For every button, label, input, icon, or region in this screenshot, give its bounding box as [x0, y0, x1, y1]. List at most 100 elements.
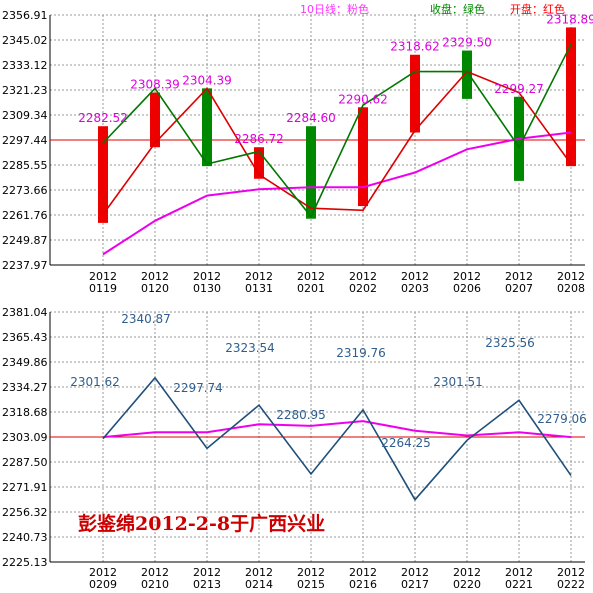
- bottom-x-tick-label: 0214: [245, 578, 273, 591]
- bottom-y-tick-label: 2381.04: [2, 306, 48, 319]
- top-y-tick-label: 2285.55: [2, 159, 48, 172]
- bottom-x-tick-label: 2012: [401, 566, 429, 579]
- bottom-x-tick-label: 2012: [349, 566, 377, 579]
- top-x-tick-label: 2012: [349, 270, 377, 283]
- top-data-label: 2290.62: [338, 92, 388, 106]
- up-bar: [98, 126, 108, 223]
- top-y-tick-label: 2273.66: [2, 184, 48, 197]
- bottom-y-tick-label: 2240.73: [2, 531, 48, 544]
- bottom-x-tick-label: 2012: [453, 566, 481, 579]
- bottom-x-tick-label: 0213: [193, 578, 221, 591]
- top-data-label: 2329.50: [442, 36, 492, 50]
- bottom-ma-line: [102, 420, 572, 439]
- bottom-y-tick-label: 2256.32: [2, 506, 48, 519]
- bottom-x-tick-label: 0215: [297, 578, 325, 591]
- bottom-x-tick-label: 2012: [297, 566, 325, 579]
- top-data-label: 2284.60: [286, 111, 336, 125]
- bottom-y-tick-label: 2287.50: [2, 456, 48, 469]
- bottom-x-tick-label: 0209: [89, 578, 117, 591]
- bottom-chart-lines: [102, 376, 572, 502]
- top-data-label: 2318.62: [390, 40, 440, 54]
- top-data-label: 2318.89: [546, 12, 593, 26]
- top-x-tick-label: 0201: [297, 282, 325, 295]
- top-y-tick-label: 2321.23: [2, 84, 48, 97]
- bottom-x-tick-label: 0210: [141, 578, 169, 591]
- legend-open: 开盘：红色: [510, 2, 565, 16]
- bottom-x-tick-label: 0217: [401, 578, 429, 591]
- ma10-line: [102, 131, 572, 256]
- bottom-x-tick-label: 0216: [349, 578, 377, 591]
- top-data-label: 2304.39: [182, 73, 232, 87]
- top-x-tick-label: 2012: [505, 270, 533, 283]
- bottom-x-tick-label: 0221: [505, 578, 533, 591]
- top-x-tick-label: 2012: [193, 270, 221, 283]
- down-bar: [306, 126, 316, 219]
- bottom-x-tick-label: 2012: [245, 566, 273, 579]
- up-bar: [254, 147, 264, 179]
- down-bar: [202, 88, 212, 167]
- top-chart-grid: [49, 14, 585, 266]
- bottom-x-tick-label: 0220: [453, 578, 481, 591]
- up-bar: [150, 92, 160, 148]
- legend-ma10: 10日线：粉色: [300, 2, 369, 16]
- bottom-y-axis-ticks: 2381.04 2365.43 2349.86 2334.27 2318.68 2303.…: [2, 306, 48, 569]
- bottom-data-label: 2319.76: [336, 346, 386, 360]
- top-x-tick-label: 2012: [401, 270, 429, 283]
- top-y-tick-label: 2345.02: [2, 34, 48, 47]
- top-x-tick-label: 2012: [245, 270, 273, 283]
- top-x-tick-label: 0203: [401, 282, 429, 295]
- open-line: [102, 70, 572, 215]
- bottom-data-label: 2340.87: [121, 312, 171, 326]
- top-x-tick-label: 0119: [89, 282, 117, 295]
- top-y-axis-ticks: 2356.91 2345.02 2333.12 2321.23 2309.34 2297.…: [2, 9, 48, 272]
- bottom-x-tick-label: 2012: [89, 566, 117, 579]
- up-bar: [358, 107, 368, 207]
- top-y-tick-label: 2309.34: [2, 109, 48, 122]
- up-bar: [566, 27, 576, 167]
- top-y-tick-label: 2261.76: [2, 209, 48, 222]
- bottom-x-tick-label: 2012: [141, 566, 169, 579]
- top-y-tick-label: 2356.91: [2, 9, 48, 22]
- watermark-text: 彭鉴绵2012-2-8于广西兴业: [78, 512, 325, 535]
- top-x-tick-label: 0131: [245, 282, 273, 295]
- bottom-x-tick-label: 2012: [557, 566, 585, 579]
- top-x-tick-label: 0120: [141, 282, 169, 295]
- top-x-tick-label: 2012: [557, 270, 585, 283]
- down-bar: [462, 50, 472, 99]
- top-x-axis-ticks: 2012011920120120201201302012013120120201…: [89, 270, 585, 295]
- top-y-tick-label: 2237.97: [2, 259, 48, 272]
- bottom-data-label: 2301.51: [433, 375, 483, 389]
- bottom-data-label: 2301.62: [70, 375, 120, 389]
- top-data-label: 2286.72: [234, 132, 284, 146]
- top-data-label: 2299.27: [494, 82, 544, 96]
- top-x-tick-label: 0202: [349, 282, 377, 295]
- bottom-y-tick-label: 2303.09: [2, 431, 48, 444]
- bottom-data-label: 2325.56: [485, 336, 535, 350]
- top-x-tick-label: 0208: [557, 282, 585, 295]
- bottom-x-axis-ticks: 2012020920120210201202132012021420120215…: [89, 566, 585, 591]
- legend-close: 收盘：绿色: [430, 2, 485, 16]
- top-chart-lines: [102, 43, 572, 256]
- top-x-tick-label: 0130: [193, 282, 221, 295]
- bottom-data-label: 2264.25: [381, 436, 431, 450]
- bottom-chart-grid: [49, 311, 585, 563]
- bottom-data-label: 2280.95: [276, 408, 326, 422]
- top-x-tick-label: 2012: [453, 270, 481, 283]
- bottom-data-label: 2323.54: [225, 341, 275, 355]
- top-y-tick-label: 2249.87: [2, 234, 48, 247]
- bottom-x-tick-label: 2012: [193, 566, 221, 579]
- bottom-price-line: [102, 376, 572, 502]
- top-x-tick-label: 2012: [89, 270, 117, 283]
- top-x-tick-label: 0207: [505, 282, 533, 295]
- bottom-data-label: 2297.74: [173, 381, 223, 395]
- bottom-data-label: 2279.06: [537, 412, 587, 426]
- bottom-y-tick-label: 2334.27: [2, 381, 48, 394]
- bottom-data-labels: 2301.62 2340.87 2297.74 2323.54 2280.95 2319.…: [70, 312, 587, 450]
- top-data-label: 2308.39: [130, 78, 180, 92]
- bottom-x-tick-label: 2012: [505, 566, 533, 579]
- top-y-tick-label: 2297.44: [2, 134, 48, 147]
- bottom-x-tick-label: 0222: [557, 578, 585, 591]
- up-bar: [410, 54, 420, 133]
- bottom-y-tick-label: 2349.86: [2, 356, 48, 369]
